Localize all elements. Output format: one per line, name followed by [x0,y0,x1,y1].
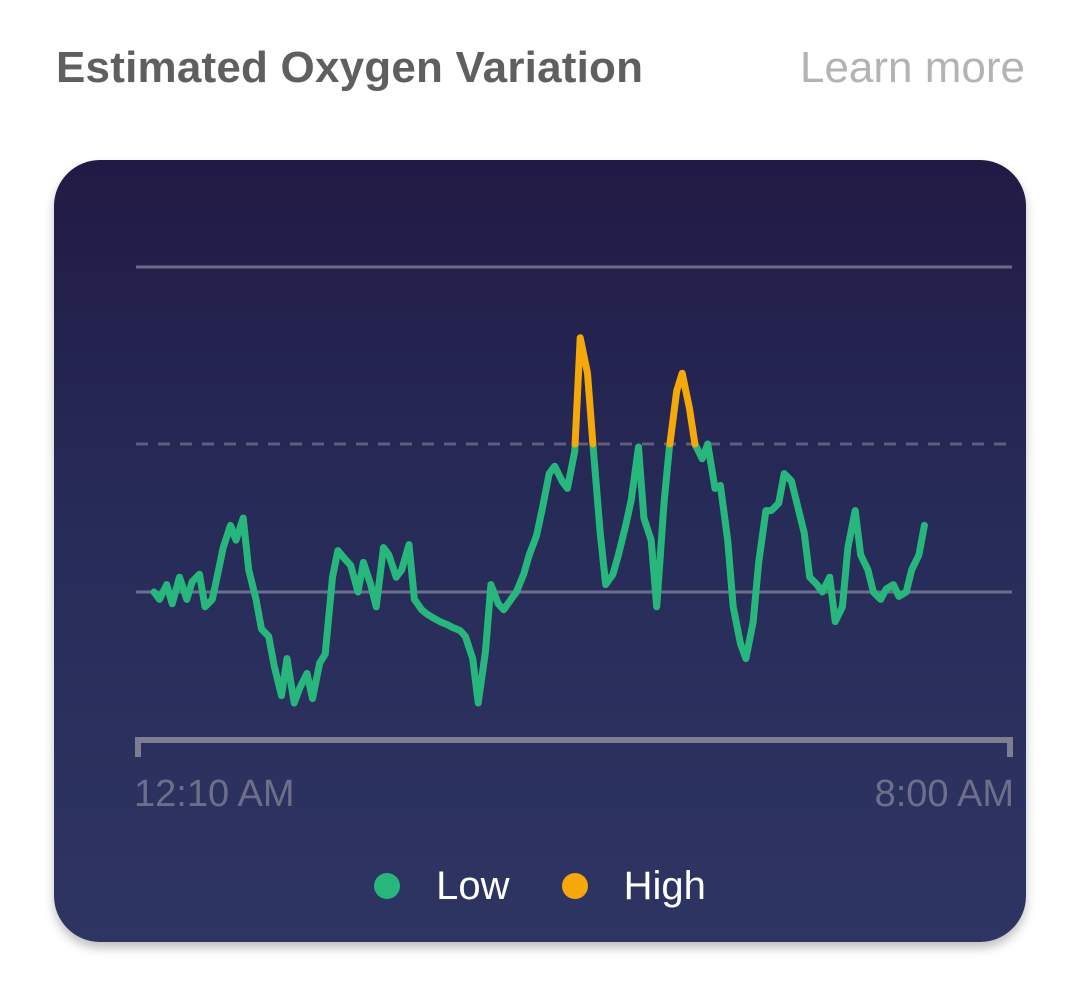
legend-label-low: Low [436,863,510,908]
oxygen-variation-chart: 12:10 AM 8:00 AM [134,265,1014,815]
legend-item-high: High [561,863,706,909]
x-tick-label-end: 8:00 AM [875,773,1014,815]
series-high-segment [666,369,699,448]
legend-dot-high [561,873,588,899]
legend-label-high: High [623,863,706,908]
series-high-segment [571,334,597,448]
section-title: Estimated Oxygen Variation [56,43,644,92]
chart-legend: Low High [54,856,1026,916]
series-low-segment [589,440,674,611]
legend-dot-low [374,873,401,899]
legend-item-low: Low [374,863,510,909]
series-low-segment [150,440,579,707]
oxygen-variation-card[interactable]: 12:10 AM 8:00 AM Low High [54,160,1026,942]
series-low-segment [691,440,928,663]
learn-more-link[interactable]: Learn more [799,43,1025,92]
section-header: Estimated Oxygen Variation Learn more [56,36,1025,100]
x-tick-label-start: 12:10 AM [134,773,295,815]
